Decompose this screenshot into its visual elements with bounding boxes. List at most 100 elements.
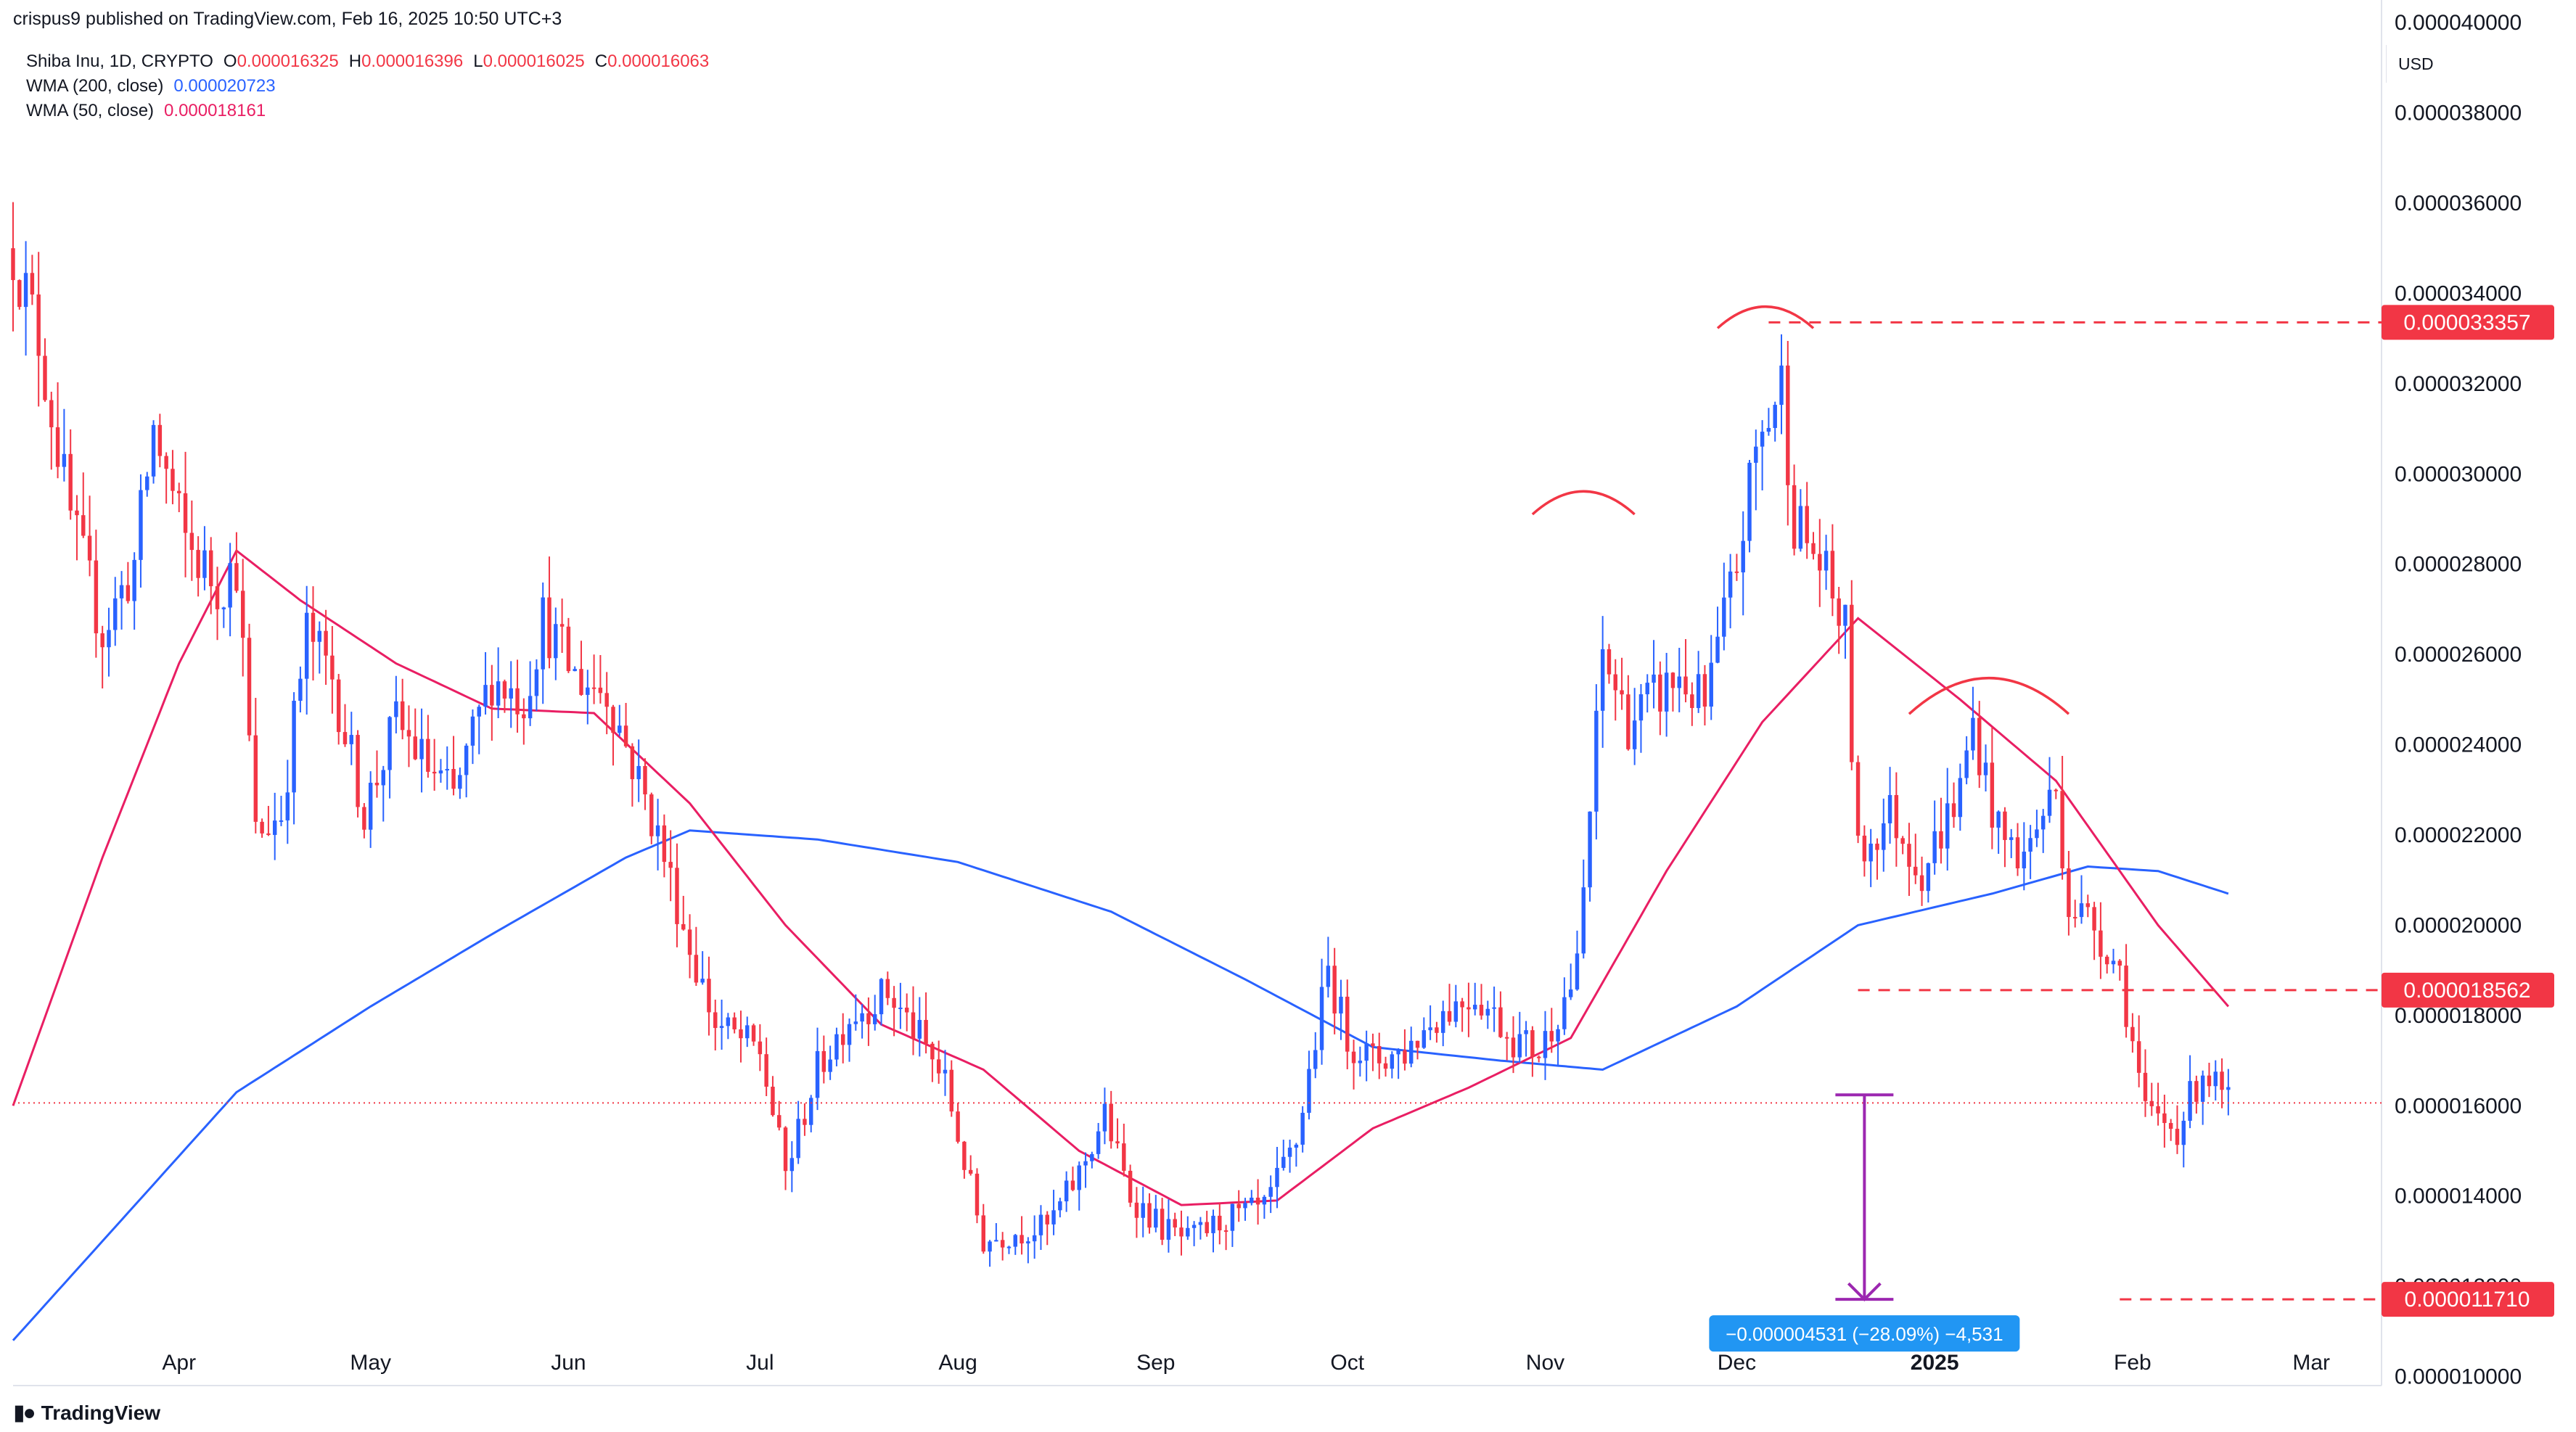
wma50-label[interactable]: WMA (50, close): [26, 101, 155, 120]
level-badges: 0.000033357 0.000018562 0.000011710: [2382, 305, 2554, 1317]
candle-body: [279, 820, 284, 822]
candle-body: [1983, 762, 1988, 775]
tradingview-logo-icon: ▮●: [13, 1401, 36, 1425]
candle-body: [113, 598, 118, 630]
candle-body: [1409, 1040, 1414, 1064]
candle-body: [1613, 674, 1617, 691]
candle-body: [75, 510, 79, 516]
candle-body: [649, 794, 654, 836]
candle-body: [1549, 1031, 1554, 1042]
candle-body: [872, 1014, 877, 1024]
candle-body: [962, 1141, 967, 1170]
candle-body: [1581, 887, 1586, 954]
candle-body: [2035, 829, 2039, 839]
candle-body: [1339, 996, 1343, 1014]
candle-body: [1626, 694, 1630, 749]
time-tick-label: Aug: [938, 1351, 977, 1375]
candle-body: [458, 775, 462, 789]
candle-body: [534, 669, 539, 696]
candle-body: [1198, 1222, 1203, 1225]
candle-body: [1568, 989, 1573, 997]
pattern-arc: [1531, 490, 1636, 516]
candle-body: [1396, 1050, 1400, 1055]
candle-body: [2072, 917, 2077, 919]
candle-body: [783, 1127, 788, 1172]
candle-body: [49, 400, 54, 427]
candle-body: [1332, 966, 1337, 1014]
candle-body: [611, 707, 615, 733]
pattern-arc: [1908, 677, 2070, 715]
candle-body: [1243, 1203, 1247, 1209]
candle-body: [477, 707, 481, 717]
candle-body: [432, 771, 437, 774]
candle-body: [777, 1115, 782, 1128]
candle-body: [1709, 662, 1713, 707]
candle-body: [1887, 794, 1892, 823]
candle-body: [2130, 1026, 2135, 1042]
candle-body: [2162, 1113, 2167, 1124]
candle-body: [1677, 676, 1681, 688]
price-axis[interactable]: 0.0000100000.0000120000.0000140000.00001…: [2395, 11, 2522, 1388]
candle-body: [943, 1069, 948, 1074]
candle-body: [1223, 1230, 1228, 1233]
ohlc-row: Shiba Inu, 1D, CRYPTO O0.000016325 H0.00…: [26, 49, 709, 74]
candle-body: [1319, 987, 1324, 1050]
time-axis[interactable]: Apr May Jun Jul Aug Sep Oct Nov Dec 2025 Feb Mar: [162, 1351, 2330, 1375]
candle-body: [2200, 1075, 2205, 1102]
candle-body: [2067, 868, 2071, 918]
currency-selector[interactable]: USD: [2386, 45, 2568, 83]
candle-body: [426, 738, 430, 772]
candle-body: [1467, 1007, 1471, 1010]
candle-body: [1166, 1219, 1171, 1240]
candle-body: [496, 681, 501, 706]
candle-body: [1575, 953, 1580, 989]
candle-body: [94, 560, 99, 634]
symbol-label[interactable]: Shiba Inu, 1D, CRYPTO: [26, 52, 213, 71]
candle-body: [1900, 838, 1905, 844]
candle-body: [1958, 778, 1963, 818]
candle-body: [771, 1087, 775, 1116]
candle-body: [1875, 843, 1879, 850]
candle-body: [2028, 838, 2033, 852]
candle-body: [2022, 851, 2027, 868]
candle-body: [1186, 1227, 1190, 1237]
candle-body: [419, 738, 424, 760]
candle-body: [2079, 903, 2084, 918]
candle-body: [988, 1241, 992, 1252]
wma200-label[interactable]: WMA (200, close): [26, 76, 164, 96]
candle-body: [81, 515, 86, 536]
candle-body: [1517, 1034, 1522, 1058]
candle-body: [1096, 1131, 1101, 1154]
candle-body: [394, 701, 398, 717]
tradingview-brand[interactable]: ▮● TradingView: [13, 1400, 160, 1425]
candle-body: [675, 868, 679, 924]
candle-body: [445, 769, 449, 771]
candle-body: [1307, 1069, 1311, 1113]
candle-body: [2156, 1106, 2160, 1114]
time-tick-label: Mar: [2292, 1351, 2330, 1375]
candle-body: [1090, 1153, 1094, 1161]
candle-body: [1855, 762, 1861, 836]
candle-body: [930, 1043, 935, 1060]
time-tick-label: May: [350, 1351, 391, 1375]
candle-body: [707, 979, 711, 1013]
candle-body: [681, 923, 686, 930]
candle-body: [1262, 1196, 1267, 1205]
candle-body: [853, 1021, 858, 1024]
candle-body: [1141, 1203, 1145, 1218]
candle-body: [1428, 1027, 1432, 1031]
candle-body: [1747, 462, 1752, 541]
candle-body: [668, 862, 673, 868]
candle-body: [1294, 1144, 1299, 1148]
candle-body: [2054, 789, 2059, 791]
candle-body: [1830, 551, 1835, 598]
candle-body: [209, 550, 213, 587]
candle-body: [164, 456, 168, 469]
candle-body: [1766, 427, 1771, 432]
candle-body: [911, 1012, 916, 1039]
candle-body: [1064, 1180, 1069, 1202]
candle-body: [2003, 811, 2007, 840]
candle-body: [1160, 1209, 1165, 1240]
candle-body: [1543, 1031, 1548, 1058]
